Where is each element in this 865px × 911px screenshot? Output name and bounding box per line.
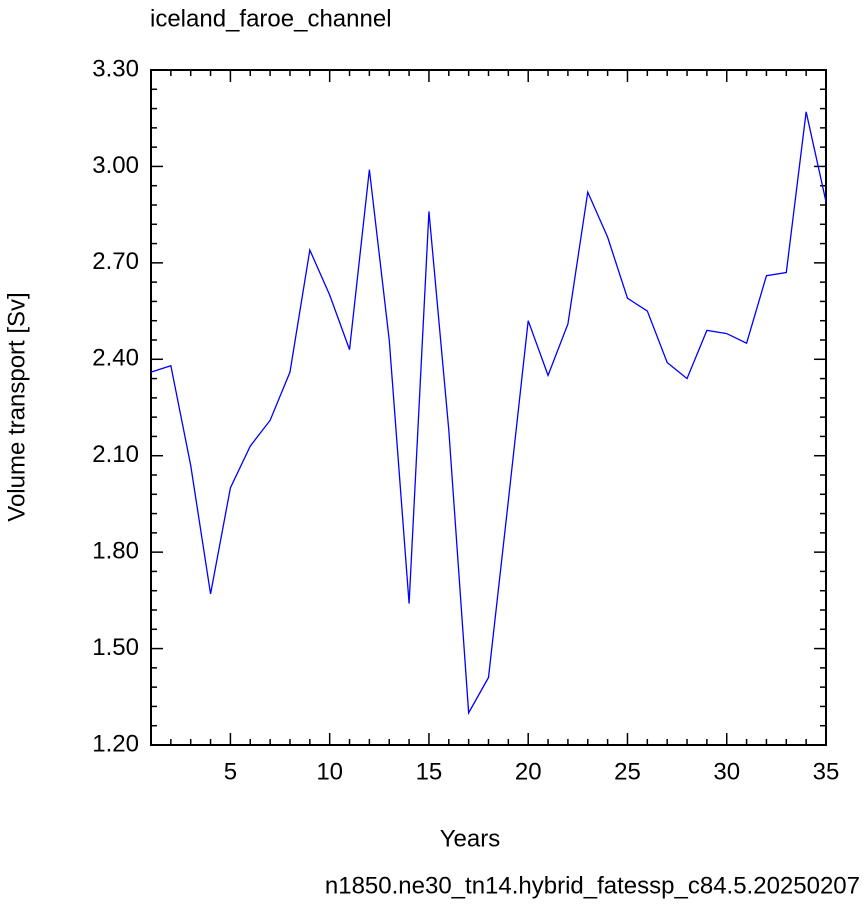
x-tick-label: 15: [416, 758, 443, 785]
y-tick-label: 3.00: [92, 152, 139, 179]
plot-frame: [150, 69, 827, 746]
y-tick-label: 3.30: [92, 55, 139, 82]
footer: n1850.ne30_tn14.hybrid_fatessp_c84.5.202…: [325, 872, 860, 899]
y-tick-label: 1.20: [92, 730, 139, 757]
data-line: [150, 111, 827, 716]
x-axis-label: Years: [440, 825, 501, 852]
x-tick-label: 30: [713, 758, 740, 785]
y-axis-label: Volume transport [Sv]: [3, 292, 30, 521]
x-tick-label: 20: [515, 758, 542, 785]
x-tick-label: 35: [813, 758, 840, 785]
x-tick-label: 10: [316, 758, 343, 785]
y-tick-label: 1.80: [92, 537, 139, 564]
x-tick-label: 25: [614, 758, 641, 785]
y-tick-label: 2.40: [92, 345, 139, 372]
y-tick-label: 2.10: [92, 441, 139, 468]
y-tick-label: 1.50: [92, 634, 139, 661]
chart-title: iceland_faroe_channel: [150, 5, 392, 32]
y-tick-label: 2.70: [92, 248, 139, 275]
x-tick-label: 5: [224, 758, 237, 785]
